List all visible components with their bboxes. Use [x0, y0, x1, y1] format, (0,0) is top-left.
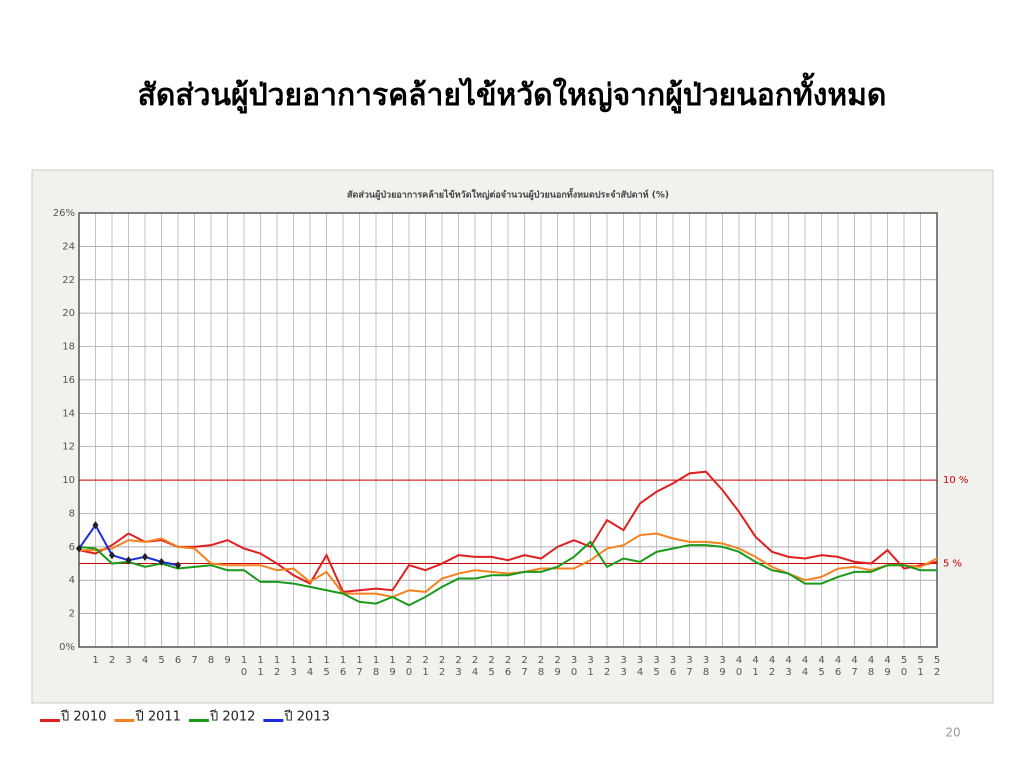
page-number: 20 — [945, 726, 960, 740]
legend-swatch — [188, 719, 209, 722]
y-tick-label: 18 — [62, 342, 75, 353]
reference-label: 10 % — [943, 475, 968, 486]
x-tick-label: 1 — [92, 655, 98, 666]
x-tick-label: 6 — [175, 655, 181, 666]
y-tick-label: 4 — [69, 575, 75, 586]
data-point — [142, 552, 148, 561]
y-tick-label: 26% — [53, 208, 75, 219]
legend-label: ปี 2012 — [209, 709, 255, 725]
x-tick-label: 7 — [191, 655, 197, 666]
series-line — [78, 470, 938, 593]
legend-label: ปี 2013 — [283, 709, 329, 725]
y-tick-label: 6 — [69, 542, 75, 553]
data-point — [175, 561, 181, 570]
plot-border — [78, 212, 938, 648]
y-tick-label: 0% — [59, 642, 75, 653]
y-tick-label: 24 — [62, 241, 75, 252]
x-tick-label: 4 — [142, 655, 148, 666]
series-line — [78, 540, 937, 607]
y-tick-label: 8 — [69, 508, 75, 519]
data-point — [158, 557, 165, 566]
slide-title: สัดส่วนผู้ป่วยอาการคล้ายไข้หวัดใหญ่จากผู… — [137, 78, 887, 113]
data-point — [76, 544, 82, 553]
legend-swatch — [40, 719, 60, 722]
y-tick-label: 16 — [62, 375, 75, 386]
y-tick-label: 20 — [62, 308, 75, 319]
x-tick-label: 2 — [109, 655, 115, 666]
x-tick-label: 3 — [125, 655, 131, 666]
x-tick-label: 8 — [208, 655, 214, 666]
x-tick-label: 9 — [224, 655, 230, 666]
chart-title: สัดส่วนผู้ป่วยอาการคล้ายไข้หวัดใหญ่ต่อจำ… — [347, 188, 669, 201]
legend-swatch — [263, 719, 284, 722]
reference-label: 5 % — [943, 559, 962, 570]
y-tick-label: 22 — [62, 275, 75, 286]
legend-swatch — [114, 719, 135, 722]
legend-label: ปี 2011 — [134, 709, 180, 725]
legend-label: ปี 2010 — [60, 709, 106, 725]
x-tick-label: 5 — [158, 655, 164, 666]
data-point — [125, 556, 132, 565]
y-tick-label: 10 — [62, 475, 75, 486]
y-tick-label: 14 — [62, 408, 75, 419]
y-tick-label: 12 — [62, 442, 75, 453]
y-tick-label: 2 — [69, 609, 75, 620]
data-point — [109, 551, 115, 560]
data-point — [92, 521, 99, 530]
